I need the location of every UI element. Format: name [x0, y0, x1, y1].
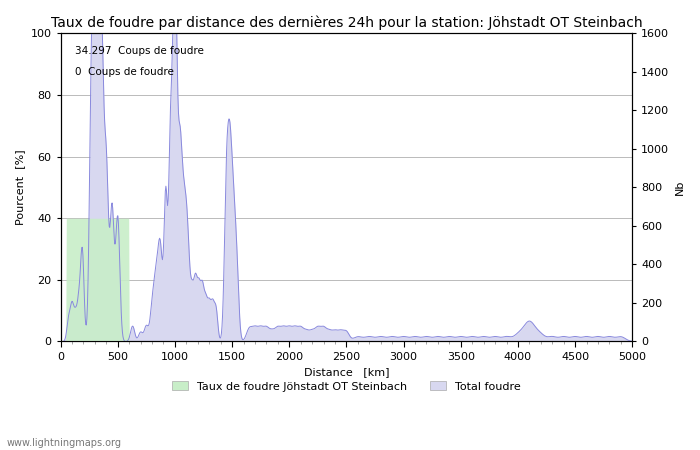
Text: 34.297  Coups de foudre: 34.297 Coups de foudre: [75, 46, 204, 56]
Title: Taux de foudre par distance des dernières 24h pour la station: Jöhstadt OT Stein: Taux de foudre par distance des dernière…: [50, 15, 643, 30]
Text: www.lightningmaps.org: www.lightningmaps.org: [7, 438, 122, 448]
Legend: Taux de foudre Jöhstadt OT Steinbach, Total foudre: Taux de foudre Jöhstadt OT Steinbach, To…: [167, 377, 526, 396]
Y-axis label: Nb: Nb: [675, 180, 685, 195]
X-axis label: Distance   [km]: Distance [km]: [304, 368, 389, 378]
Text: 0  Coups de foudre: 0 Coups de foudre: [75, 68, 174, 77]
Y-axis label: Pourcent  [%]: Pourcent [%]: [15, 150, 25, 225]
